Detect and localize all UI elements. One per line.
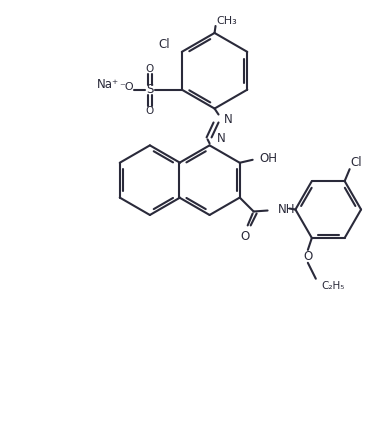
Text: Cl: Cl: [351, 156, 362, 169]
Text: Cl: Cl: [158, 38, 170, 51]
Text: O: O: [146, 64, 154, 74]
Text: O: O: [240, 230, 249, 243]
Text: N: N: [216, 132, 225, 145]
Text: Na⁺: Na⁺: [97, 78, 119, 91]
Text: N: N: [223, 113, 232, 126]
Text: O: O: [146, 105, 154, 116]
Text: S: S: [146, 83, 154, 96]
Text: O: O: [303, 250, 312, 264]
Text: ⁻O: ⁻O: [119, 82, 134, 92]
Text: C₂H₅: C₂H₅: [322, 280, 345, 291]
Text: NH: NH: [277, 203, 295, 216]
Text: CH₃: CH₃: [216, 16, 237, 26]
Text: OH: OH: [260, 152, 278, 165]
